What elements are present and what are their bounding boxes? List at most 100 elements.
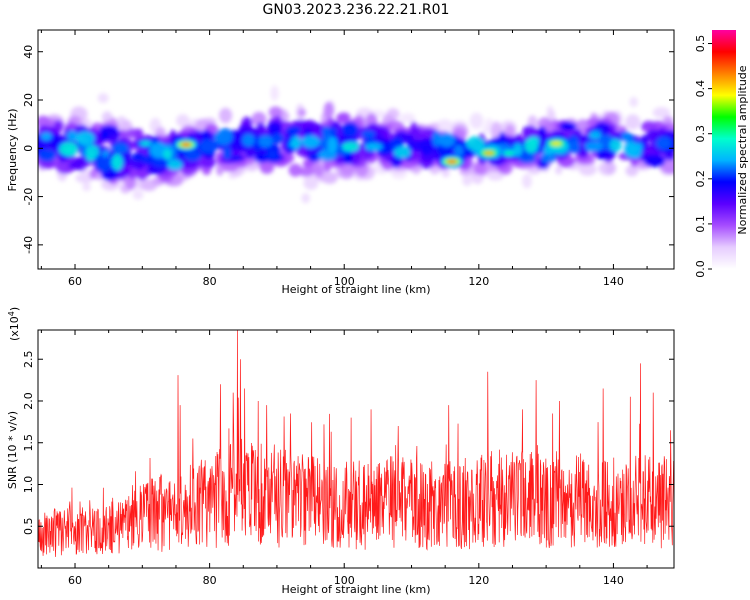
- snr-frame: [37, 329, 675, 569]
- heatmap-cell: [547, 110, 556, 121]
- heatmap-cell: [361, 130, 376, 138]
- heatmap-cell: [308, 122, 324, 134]
- heatmap-cell: [176, 114, 190, 128]
- heatmap-cell: [400, 113, 416, 123]
- heatmap-cell: [297, 108, 306, 117]
- snr-y-tick-label: 2.0: [22, 392, 35, 410]
- spectrogram-y-tick-label: 0: [22, 145, 35, 152]
- heatmap-cell: [629, 96, 638, 108]
- heatmap-cell: [268, 106, 283, 119]
- heatmap-cell: [512, 143, 523, 157]
- heatmap-cell: [538, 126, 547, 140]
- heatmap-cell: [655, 136, 672, 150]
- heatmap-cell: [341, 141, 360, 152]
- heatmap-cell: [258, 135, 274, 148]
- heatmap-cell: [487, 171, 504, 181]
- snr-x-tick-label: 120: [468, 574, 489, 587]
- colorbar-label: Normalized spectral amplitude: [736, 65, 749, 234]
- snr-x-axis: 60 80 100 120 140: [40, 330, 648, 587]
- spectrogram-x-tick-label: 60: [68, 275, 82, 288]
- spectrogram-heatmap: [38, 85, 674, 204]
- heatmap-cell: [559, 122, 577, 131]
- heatmap-cell: [132, 189, 144, 200]
- snr-y-label: SNR (10 * v/v): [6, 411, 19, 489]
- heatmap-cell: [222, 146, 232, 160]
- heatmap-cell: [86, 152, 95, 162]
- heatmap-peak: [446, 159, 457, 164]
- heatmap-cell: [588, 131, 602, 140]
- heatmap-cell: [625, 114, 641, 130]
- heatmap-cell: [38, 115, 51, 129]
- heatmap-cell: [522, 125, 538, 139]
- heatmap-cell: [364, 142, 383, 151]
- heatmap-cell: [184, 150, 202, 162]
- heatmap-cell: [298, 166, 314, 177]
- heatmap-cell: [94, 156, 111, 173]
- heatmap-cell: [323, 157, 332, 173]
- heatmap-cell: [555, 165, 563, 175]
- heatmap-blobs: [38, 85, 674, 204]
- heatmap-cell: [111, 153, 123, 171]
- snr-y-tick-label: 1.0: [22, 476, 35, 494]
- snr-x-label: Height of straight line (km): [281, 583, 430, 596]
- heatmap-cell: [40, 132, 52, 141]
- heatmap-cell: [152, 157, 170, 168]
- heatmap-cell: [453, 144, 464, 157]
- heatmap-cell: [522, 173, 532, 189]
- heatmap-cell: [272, 133, 284, 144]
- heatmap-cell: [621, 131, 632, 142]
- heatmap-cell: [101, 150, 110, 158]
- heatmap-cell: [647, 154, 666, 168]
- spectrogram-x-tick-label: 100: [334, 275, 355, 288]
- heatmap-cell: [390, 155, 404, 166]
- heatmap-cell: [76, 131, 95, 146]
- heatmap-cell: [438, 132, 456, 147]
- heatmap-cell: [303, 175, 319, 190]
- snr-y-axis: 0.5 1.0 1.5 2.0 2.5: [22, 350, 674, 535]
- heatmap-cell: [167, 159, 183, 171]
- heatmap-cell: [290, 135, 302, 150]
- heatmap-cell: [39, 160, 55, 169]
- colorbar-tick-label: 0.0: [694, 260, 707, 278]
- heatmap-cell: [198, 139, 218, 154]
- heatmap-cell: [75, 172, 94, 184]
- colorbar-bar: [712, 30, 736, 269]
- heatmap-cell: [640, 120, 658, 133]
- spectrogram-y-label: Frequency (Hz): [6, 109, 19, 192]
- spectrogram-x-tick-label: 140: [603, 275, 624, 288]
- spectrogram-y-tick-label: 40: [22, 45, 35, 59]
- heatmap-cell: [625, 165, 639, 177]
- heatmap-cell: [259, 160, 275, 175]
- heatmap-cell: [393, 146, 411, 159]
- heatmap-cell: [100, 130, 109, 142]
- heatmap-cell: [194, 130, 203, 139]
- heatmap-cell: [584, 141, 603, 152]
- heatmap-cell: [652, 107, 671, 119]
- heatmap-peak: [181, 142, 192, 147]
- heatmap-peak: [551, 141, 562, 146]
- heatmap-cell: [469, 112, 484, 130]
- spectrogram-y-axis: -40 -20 0 20 40: [22, 45, 674, 254]
- heatmap-cell: [268, 150, 276, 159]
- heatmap-cell: [214, 128, 233, 146]
- heatmap-cell: [221, 163, 239, 172]
- heatmap-peak: [483, 151, 494, 156]
- heatmap-cell: [97, 93, 109, 104]
- heatmap-cell: [146, 166, 165, 175]
- heatmap-cell: [59, 142, 78, 156]
- heatmap-cell: [435, 119, 454, 134]
- spectrogram-x-axis: 60 80 100 120 140: [40, 30, 648, 288]
- spectrogram-x-label: Height of straight line (km): [281, 283, 430, 296]
- snr-x-tick-label: 60: [68, 574, 82, 587]
- spectrogram-frame: [37, 29, 675, 270]
- heatmap-cell: [270, 85, 279, 101]
- colorbar-tick-label: 0.3: [694, 125, 707, 143]
- heatmap-cell: [89, 168, 98, 179]
- spectrogram-panel: 60 80 100 120 140 -40 -20 0 20 40 Height of stra…: [6, 29, 675, 296]
- heatmap-cell: [605, 161, 616, 175]
- spectrogram-y-tick-label: -40: [22, 236, 35, 254]
- heatmap-cell: [162, 149, 172, 160]
- heatmap-cell: [432, 130, 441, 147]
- heatmap-cell: [321, 171, 338, 184]
- heatmap-cell: [473, 161, 487, 175]
